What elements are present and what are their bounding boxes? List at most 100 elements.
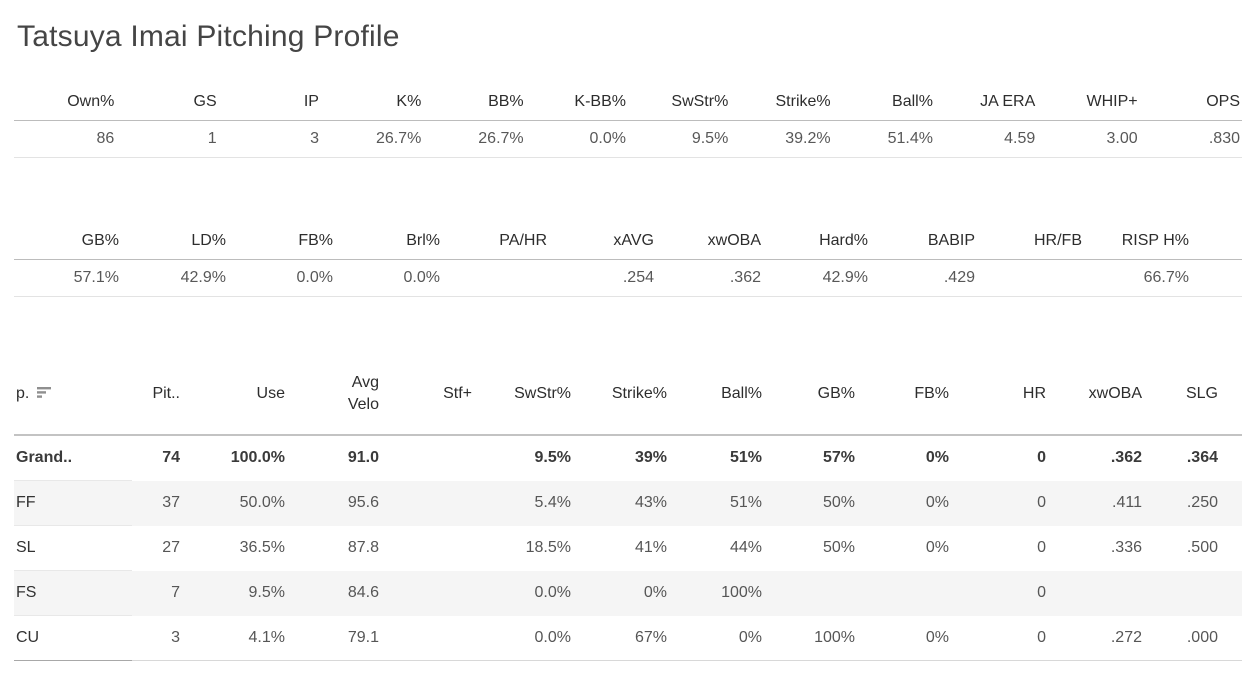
pitch-name[interactable]: Grand.. [14, 435, 132, 481]
pitch-name[interactable]: CU [14, 615, 132, 661]
pitch-column-header-stf[interactable]: Stf+ [381, 354, 474, 436]
pitch-stat-strike[interactable]: 41% [634, 539, 667, 556]
stat-value-hard[interactable]: 42.9% [763, 259, 870, 297]
pitch-stat-stf[interactable] [381, 435, 474, 481]
pitch-stat-use[interactable]: 36.5% [239, 539, 285, 556]
stat-value-whip[interactable]: 3.00 [1037, 120, 1140, 158]
pitch-stat-pit[interactable]: 27 [162, 539, 180, 556]
pitch-name[interactable]: SL [14, 525, 132, 571]
pitch-stat-slg[interactable]: .250 [1144, 480, 1242, 526]
column-header-xwoba[interactable]: xwOBA [656, 222, 763, 260]
pitch-column-header-pit[interactable]: Pit.. [132, 354, 182, 436]
pitch-stat-xwoba[interactable]: .336 [1110, 539, 1142, 556]
pitch-column-header-gb[interactable]: GB% [764, 354, 857, 436]
pitch-stat-stf[interactable] [381, 526, 474, 571]
pitch-stat-stf[interactable] [381, 570, 474, 616]
pitch-stat-fb[interactable] [857, 570, 951, 616]
stat-value-k[interactable]: 26.7% [320, 120, 424, 158]
pitch-stat-fb[interactable]: 0% [857, 615, 951, 661]
pitch-column-header-use[interactable]: Use [182, 354, 287, 436]
pitch-stat-use[interactable]: 4.1% [182, 615, 287, 661]
pitch-stat-stf[interactable] [381, 615, 474, 661]
column-header-k-bb[interactable]: K-BB% [525, 83, 628, 121]
pitch-column-header-slg[interactable]: SLG [1144, 354, 1242, 436]
column-header-whip[interactable]: WHIP+ [1037, 83, 1140, 121]
pitch-column-header-hr[interactable]: HR [951, 354, 1048, 436]
pitch-stat-fb[interactable]: 0% [925, 539, 949, 556]
pitch-stat-gb[interactable]: 50% [822, 539, 855, 556]
pitch-stat-swstr[interactable]: 5.4% [474, 480, 573, 526]
stat-value-ops[interactable]: .830 [1139, 120, 1242, 158]
pitch-column-header-xwoba[interactable]: xwOBA [1048, 354, 1144, 436]
column-header-ip[interactable]: IP [218, 83, 321, 121]
pitch-stat-use[interactable]: 9.5% [182, 570, 287, 616]
pitch-stat-swstr[interactable]: 18.5% [525, 539, 571, 556]
pitch-stat-gb[interactable]: 50% [764, 480, 857, 526]
column-header-ja-era[interactable]: JA ERA [934, 83, 1038, 121]
pitch-column-header-p[interactable]: p. [14, 354, 132, 436]
pitch-stat-stf[interactable] [381, 480, 474, 526]
stat-value-ld[interactable]: 42.9% [121, 259, 228, 297]
pitch-stat-slg[interactable]: .000 [1144, 615, 1242, 661]
column-header-hard[interactable]: Hard% [763, 222, 870, 260]
pitch-stat-hr[interactable]: 0 [951, 480, 1048, 526]
pitch-stat-xwoba[interactable] [1048, 570, 1144, 616]
pitch-stat-xwoba[interactable]: .362 [1110, 449, 1142, 467]
pitch-stat-strike[interactable]: 43% [573, 480, 669, 526]
column-header-fb[interactable]: FB% [228, 222, 335, 260]
pitch-stat-avg-velo[interactable]: 95.6 [287, 480, 381, 526]
pitch-column-header-fb[interactable]: FB% [857, 354, 951, 436]
pitch-stat-gb[interactable]: 100% [764, 615, 857, 661]
column-header-gs[interactable]: GS [116, 83, 219, 121]
pitch-column-header-ball[interactable]: Ball% [669, 354, 764, 436]
stat-value-xwoba[interactable]: .362 [656, 259, 763, 297]
stat-value-hr-fb[interactable] [977, 259, 1084, 297]
pitch-stat-strike[interactable]: 39% [634, 449, 667, 467]
stat-value-babip[interactable]: .429 [870, 259, 977, 297]
pitch-stat-swstr[interactable]: 0.0% [474, 570, 573, 616]
column-header-strike[interactable]: Strike% [730, 83, 833, 121]
stat-value-pa-hr[interactable] [442, 259, 549, 297]
stat-value-gs[interactable]: 1 [116, 120, 219, 158]
column-header-own[interactable]: Own% [14, 83, 117, 121]
pitch-stat-avg-velo[interactable]: 84.6 [287, 570, 381, 616]
pitch-stat-fb[interactable]: 0% [857, 480, 951, 526]
column-header-ops[interactable]: OPS [1139, 83, 1242, 121]
pitch-stat-slg[interactable] [1144, 570, 1242, 616]
stat-value-fb[interactable]: 0.0% [228, 259, 335, 297]
pitch-column-header-swstr[interactable]: SwStr% [474, 354, 573, 436]
pitch-stat-pit[interactable]: 37 [132, 480, 182, 526]
pitch-stat-slg[interactable]: .500 [1186, 539, 1218, 556]
pitch-stat-ball[interactable]: 51% [669, 480, 764, 526]
pitch-stat-pit[interactable]: 7 [132, 570, 182, 616]
stat-value-brl[interactable]: 0.0% [335, 259, 442, 297]
pitch-stat-use[interactable]: 50.0% [182, 480, 287, 526]
pitch-stat-avg-velo[interactable]: 87.8 [347, 539, 379, 556]
pitch-stat-pit[interactable]: 3 [132, 615, 182, 661]
pitch-stat-swstr[interactable]: 9.5% [534, 449, 571, 467]
pitch-stat-swstr[interactable]: 0.0% [474, 615, 573, 661]
pitch-stat-ball[interactable]: 100% [669, 570, 764, 616]
pitch-stat-strike[interactable]: 0% [573, 570, 669, 616]
pitch-stat-hr[interactable]: 0 [1037, 449, 1046, 467]
pitch-column-header-strike[interactable]: Strike% [573, 354, 669, 436]
pitch-column-header-avg-velo[interactable]: Avg Velo [287, 354, 381, 436]
pitch-stat-hr[interactable]: 0 [951, 615, 1048, 661]
column-header-pa-hr[interactable]: PA/HR [442, 222, 549, 260]
column-header-gb[interactable]: GB% [14, 222, 121, 260]
column-header-bb[interactable]: BB% [423, 83, 526, 121]
stat-value-swstr[interactable]: 9.5% [627, 120, 731, 158]
pitch-name[interactable]: FS [14, 570, 132, 616]
stat-value-ball[interactable]: 51.4% [832, 120, 935, 158]
pitch-stat-xwoba[interactable]: .411 [1048, 480, 1144, 526]
pitch-stat-ball[interactable]: 0% [669, 615, 764, 661]
sort-descending-icon[interactable] [37, 386, 53, 399]
stat-value-gb[interactable]: 57.1% [14, 259, 121, 297]
stat-value-risp-h[interactable]: 66.7% [1084, 259, 1191, 297]
pitch-stat-avg-velo[interactable]: 91.0 [347, 449, 379, 467]
column-header-risp-h[interactable]: RISP H% [1084, 222, 1191, 260]
pitch-stat-ball[interactable]: 51% [729, 449, 762, 467]
pitch-stat-avg-velo[interactable]: 79.1 [287, 615, 381, 661]
stat-value-own[interactable]: 86 [14, 120, 117, 158]
stat-value-k-bb[interactable]: 0.0% [525, 120, 628, 158]
